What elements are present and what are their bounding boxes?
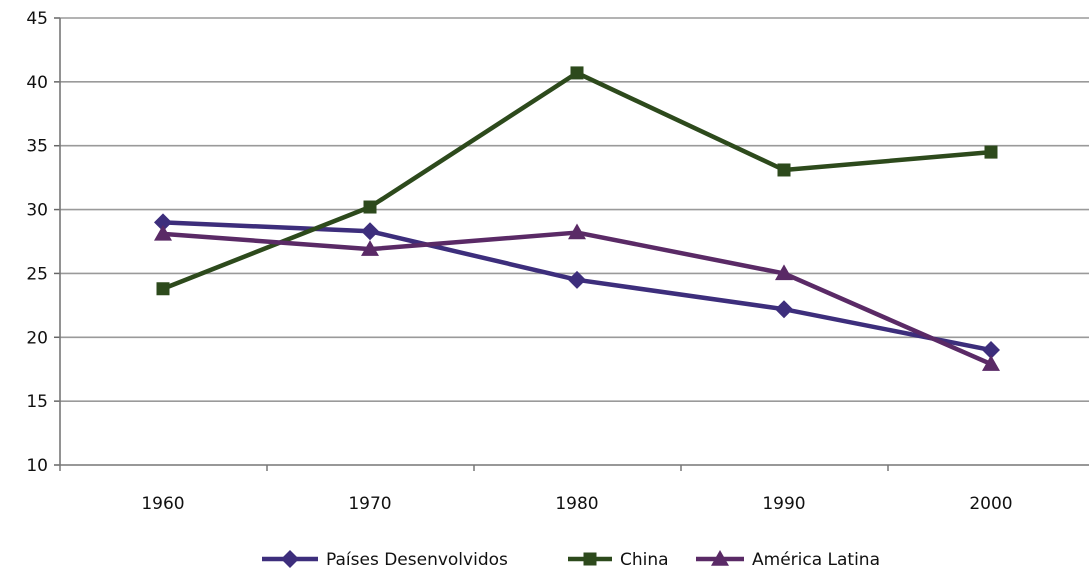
legend-item-paises-desenvolvidos: Países Desenvolvidos — [262, 550, 508, 570]
x-tick-label: 1960 — [141, 494, 184, 514]
y-tick-label: 15 — [26, 392, 48, 412]
legend-label: China — [620, 550, 669, 570]
data-point-america-latina — [154, 224, 172, 241]
data-point-america-latina — [982, 355, 1000, 371]
series-markers — [154, 66, 1000, 371]
legend-swatch-marker — [711, 550, 729, 566]
legend-label: América Latina — [752, 550, 880, 570]
x-tick-labels: 1960 1970 1980 1990 2000 — [141, 494, 1012, 514]
y-tick-label: 10 — [26, 456, 48, 476]
legend-swatch-marker — [583, 552, 597, 566]
data-point-america-latina — [775, 264, 793, 281]
axes — [54, 17, 1089, 471]
legend-item-china: China — [568, 550, 669, 570]
x-tick-label: 1990 — [762, 494, 805, 514]
data-point-paises-desenvolvidos — [154, 213, 172, 232]
y-tick-label: 45 — [26, 9, 48, 29]
legend-swatch-marker — [281, 550, 299, 568]
legend-item-america-latina: América Latina — [696, 550, 880, 570]
data-point-america-latina — [361, 240, 379, 256]
y-tick-label: 40 — [26, 73, 48, 93]
data-point-paises-desenvolvidos — [775, 300, 793, 319]
data-point-paises-desenvolvidos — [361, 222, 379, 241]
data-point-paises-desenvolvidos — [568, 270, 586, 289]
y-tick-label: 25 — [26, 264, 48, 284]
data-point-china — [363, 200, 377, 214]
y-tick-label: 20 — [26, 328, 48, 348]
x-tick-label: 1980 — [555, 494, 598, 514]
y-tick-label: 35 — [26, 137, 48, 157]
y-tick-labels: 10 15 20 25 30 35 40 45 — [26, 9, 48, 476]
legend: Países Desenvolvidos China América Latina — [262, 550, 880, 570]
data-point-china — [777, 163, 791, 177]
x-tick-label: 1970 — [348, 494, 391, 514]
data-point-china — [984, 145, 998, 159]
series-line-china — [162, 70, 992, 291]
data-point-paises-desenvolvidos — [982, 341, 1000, 360]
series-line-america-latina — [162, 230, 992, 367]
x-tick-label: 2000 — [969, 494, 1012, 514]
data-point-america-latina — [568, 223, 586, 240]
series-lines — [162, 70, 992, 367]
data-point-china — [570, 66, 584, 80]
legend-label: Países Desenvolvidos — [326, 550, 508, 570]
y-tick-label: 30 — [26, 201, 48, 221]
data-point-china — [156, 282, 170, 296]
